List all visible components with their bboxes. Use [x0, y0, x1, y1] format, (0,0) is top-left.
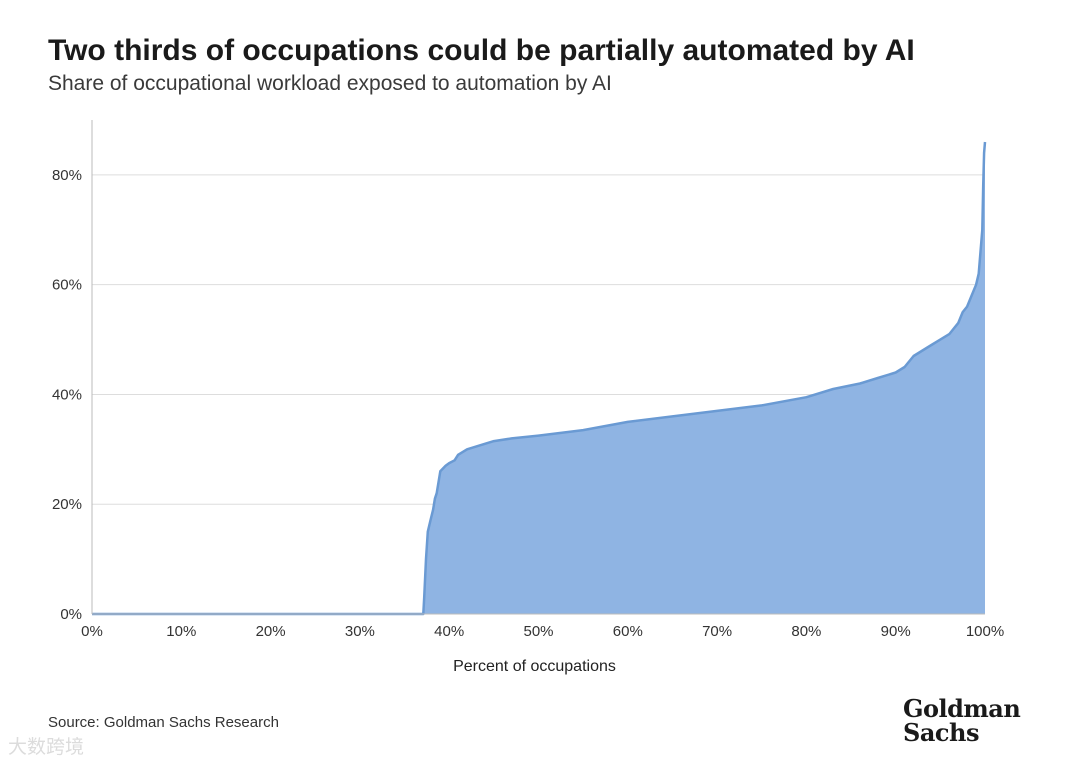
x-tick-label: 10% — [166, 623, 196, 640]
x-axis-title: Percent of occupations — [453, 658, 616, 675]
logo-line-2: Sachs — [903, 718, 979, 747]
x-tick-label: 100% — [966, 623, 1004, 640]
chart-subtitle: Share of occupational workload exposed t… — [48, 72, 612, 95]
x-tick-label: 70% — [702, 623, 732, 640]
y-tick-label: 20% — [52, 496, 82, 513]
x-tick-label: 30% — [345, 623, 375, 640]
y-tick-label: 0% — [60, 606, 82, 623]
area-chart: 0% 20% 40% 60% 80% 0% 10% 20% 30% 40% 50% 60% 70% 80%… — [52, 120, 1004, 675]
x-tick-label: 40% — [434, 623, 464, 640]
y-tick-label: 40% — [52, 386, 82, 403]
logo-line-1: Goldman — [903, 694, 1021, 723]
plot-area — [92, 141, 987, 616]
chart-title: Two thirds of occupations could be parti… — [48, 34, 915, 67]
watermark: 大数跨境 — [8, 737, 85, 758]
x-tick-label: 0% — [81, 623, 103, 640]
goldman-sachs-logo: Goldman Sachs — [903, 694, 1021, 747]
tick-labels: 0% 20% 40% 60% 80% 0% 10% 20% 30% 40% 50% 60% 70% 80%… — [52, 167, 1004, 640]
y-tick-label: 80% — [52, 167, 82, 184]
y-tick-label: 60% — [52, 277, 82, 294]
x-tick-label: 20% — [256, 623, 286, 640]
x-tick-label: 80% — [791, 623, 821, 640]
x-tick-label: 90% — [881, 623, 911, 640]
x-tick-label: 50% — [523, 623, 553, 640]
area-fill — [92, 142, 985, 614]
axes — [91, 120, 985, 615]
series-line — [92, 141, 987, 616]
source-note: Source: Goldman Sachs Research — [48, 714, 279, 731]
x-tick-label: 60% — [613, 623, 643, 640]
